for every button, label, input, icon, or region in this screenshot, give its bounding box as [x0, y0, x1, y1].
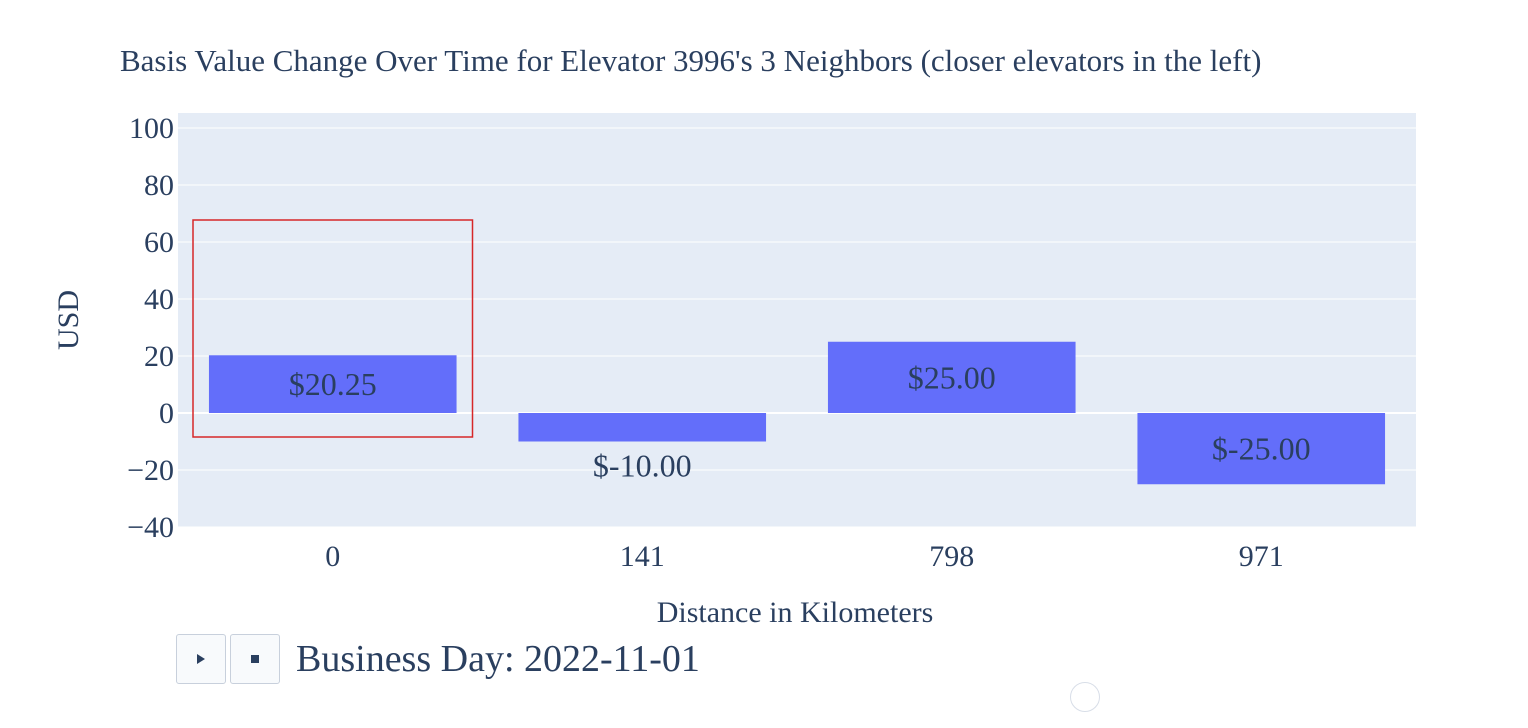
bar-0[interactable] — [208, 355, 457, 413]
x-tick-label: 141 — [620, 540, 665, 573]
y-tick-label: 40 — [144, 283, 174, 316]
y-axis-title: USD — [52, 290, 85, 350]
chart-title: Basis Value Change Over Time for Elevato… — [120, 43, 1261, 78]
data-label: $25.00 — [908, 359, 996, 395]
bar-141[interactable] — [518, 413, 767, 442]
bars — [208, 341, 1386, 485]
x-tick-label: 971 — [1239, 540, 1284, 573]
y-tick-label: 80 — [144, 169, 174, 202]
bar-971[interactable] — [1137, 413, 1386, 485]
play-button[interactable] — [176, 634, 226, 684]
data-labels: $20.25 $-10.00 $25.00 $-25.00 — [289, 359, 1311, 483]
highlight-box — [192, 219, 474, 438]
stop-button[interactable] — [230, 634, 280, 684]
y-axis-ticks: 100 80 60 40 20 0 −20 −40 — [127, 112, 174, 544]
y-tick-label: 20 — [144, 340, 174, 373]
y-tick-label: 60 — [144, 226, 174, 259]
x-axis-title: Distance in Kilometers — [657, 596, 934, 629]
data-label: $20.25 — [289, 366, 377, 402]
y-tick-label: −40 — [127, 511, 174, 544]
y-tick-label: −20 — [127, 454, 174, 487]
stop-icon — [251, 655, 259, 663]
data-label: $-10.00 — [593, 448, 692, 484]
x-tick-label: 0 — [325, 540, 340, 573]
x-tick-label: 798 — [929, 540, 974, 573]
slider-handle[interactable] — [1070, 682, 1100, 712]
data-label: $-25.00 — [1212, 431, 1311, 467]
bar-798[interactable] — [827, 341, 1076, 413]
y-tick-label: 100 — [129, 112, 174, 145]
frame-label: Business Day: 2022-11-01 — [296, 638, 700, 680]
animation-controls: Business Day: 2022-11-01 — [176, 632, 700, 686]
play-icon — [197, 654, 205, 664]
y-tick-label: 0 — [159, 397, 174, 430]
x-axis-ticks: 0 141 798 971 — [325, 540, 1284, 573]
